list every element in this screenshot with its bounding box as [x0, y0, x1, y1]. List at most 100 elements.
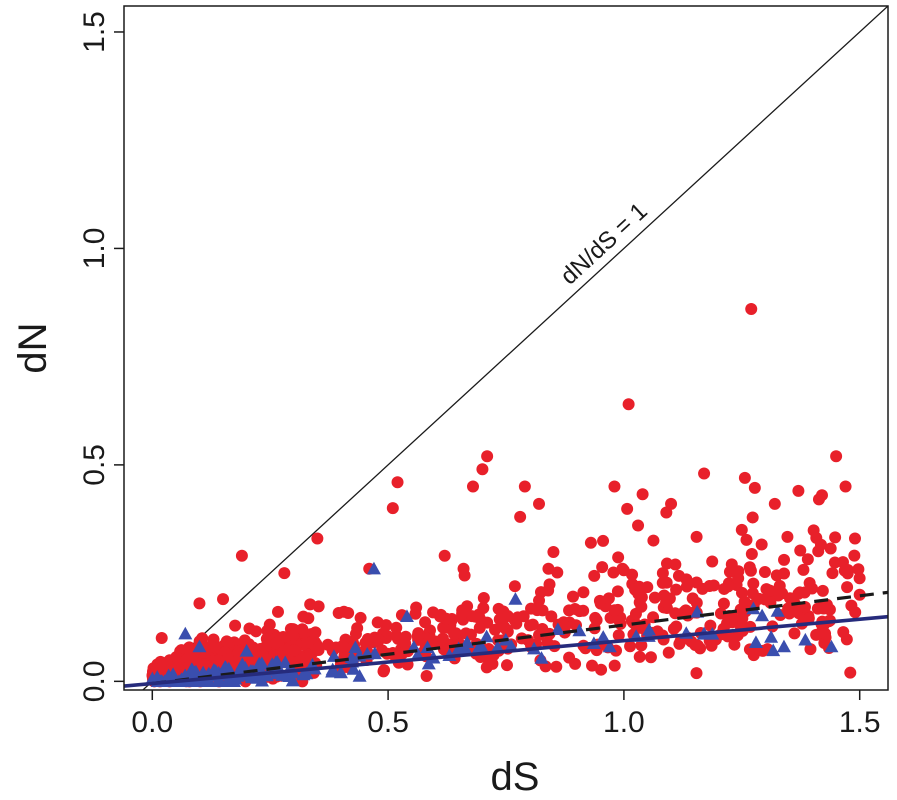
data-point-circle — [706, 555, 719, 568]
data-point-triangle — [202, 674, 217, 687]
data-point-circle — [788, 627, 801, 640]
data-point-circle — [810, 628, 823, 641]
data-point-triangle — [348, 640, 363, 654]
data-point-circle — [622, 398, 635, 411]
data-point-circle — [707, 579, 720, 592]
data-point-circle — [632, 519, 645, 532]
data-point-circle — [812, 493, 825, 506]
data-point-circle — [656, 576, 669, 589]
data-point-circle — [629, 619, 642, 632]
data-point-circle — [235, 549, 248, 562]
data-point-circle — [792, 484, 805, 497]
data-point-triangle — [748, 635, 763, 648]
data-point-circle — [386, 502, 399, 515]
data-point-circle — [588, 569, 601, 582]
data-point-circle — [747, 577, 760, 590]
data-point-circle — [170, 651, 183, 664]
data-point-circle — [593, 594, 606, 607]
x-axis: 0.0 0.5 1.0 1.5 — [131, 690, 881, 739]
data-point-triangle — [296, 667, 311, 681]
data-point-circle — [648, 591, 661, 604]
data-point-circle — [812, 545, 825, 558]
x-tick-label: 0.5 — [367, 706, 409, 739]
data-point-circle — [848, 532, 861, 545]
data-point-circle — [310, 643, 323, 656]
data-point-triangle — [451, 641, 466, 655]
regression-lines — [124, 590, 888, 688]
data-point-circle — [690, 667, 703, 680]
data-point-circle — [612, 613, 625, 626]
data-point-circle — [770, 569, 783, 582]
data-point-circle — [533, 497, 546, 510]
data-point-circle — [845, 599, 858, 612]
data-point-circle — [612, 551, 625, 564]
data-point-triangle — [764, 630, 779, 643]
data-point-circle — [690, 530, 703, 543]
data-point-circle — [641, 581, 654, 594]
data-point-triangle — [550, 622, 565, 635]
data-point-triangle — [325, 662, 340, 676]
data-point-circle — [354, 611, 367, 624]
data-point-circle — [287, 629, 300, 642]
data-point-triangle — [212, 674, 227, 687]
data-point-circle — [794, 544, 807, 557]
data-point-circle — [336, 639, 349, 652]
x-tick-label: 0.0 — [131, 706, 173, 739]
data-point-circle — [728, 638, 741, 651]
data-point-circle — [514, 510, 527, 523]
data-point-circle — [647, 534, 660, 547]
data-point-circle — [481, 450, 494, 463]
data-point-circle — [278, 567, 291, 580]
data-point-circle — [624, 640, 637, 653]
data-point-circle — [304, 598, 317, 611]
data-point-circle — [745, 303, 758, 316]
data-point-triangle — [479, 629, 494, 643]
data-point-circle — [399, 637, 412, 650]
data-point-triangle — [346, 662, 361, 675]
data-point-circle — [632, 587, 645, 600]
data-point-circle — [584, 536, 597, 549]
data-point-triangle — [252, 656, 267, 670]
data-point-circle — [456, 607, 469, 620]
data-point-circle — [617, 564, 630, 577]
data-point-triangle — [399, 609, 414, 623]
data-point-circle — [804, 643, 817, 656]
data-point-circle — [545, 610, 558, 623]
data-point-circle — [819, 627, 832, 640]
data-point-circle — [682, 577, 695, 590]
data-point-circle — [359, 636, 372, 649]
data-point-circle — [826, 567, 839, 580]
data-point-circle — [410, 601, 423, 614]
y-tick-label: 1.0 — [78, 228, 111, 270]
y-axis-title: dN — [11, 322, 55, 373]
data-point-circle — [288, 644, 301, 657]
data-point-circle — [321, 638, 334, 651]
data-point-circle — [473, 612, 486, 625]
data-point-circle — [689, 638, 702, 651]
data-point-triangle — [178, 626, 193, 640]
data-point-circle — [690, 596, 703, 609]
data-point-triangle — [192, 639, 207, 653]
data-point-circle — [566, 590, 579, 603]
data-point-circle — [621, 502, 634, 515]
data-point-circle — [763, 584, 776, 597]
data-point-circle — [660, 592, 673, 605]
data-point-circle — [596, 561, 609, 574]
data-point-circle — [758, 565, 771, 578]
data-point-triangle — [534, 651, 549, 664]
data-point-circle — [673, 637, 686, 650]
data-point-circle — [220, 635, 233, 648]
data-point-circle — [672, 569, 685, 582]
data-point-circle — [157, 659, 170, 672]
data-point-circle — [155, 632, 168, 645]
data-point-circle — [551, 566, 564, 579]
data-point-circle — [500, 659, 513, 672]
data-point-circle — [802, 612, 815, 625]
data-point-circle — [698, 467, 711, 480]
data-point-circle — [635, 639, 648, 652]
reference-lines — [141, 6, 888, 690]
data-point-circle — [533, 594, 546, 607]
data-point-circle — [563, 651, 576, 664]
